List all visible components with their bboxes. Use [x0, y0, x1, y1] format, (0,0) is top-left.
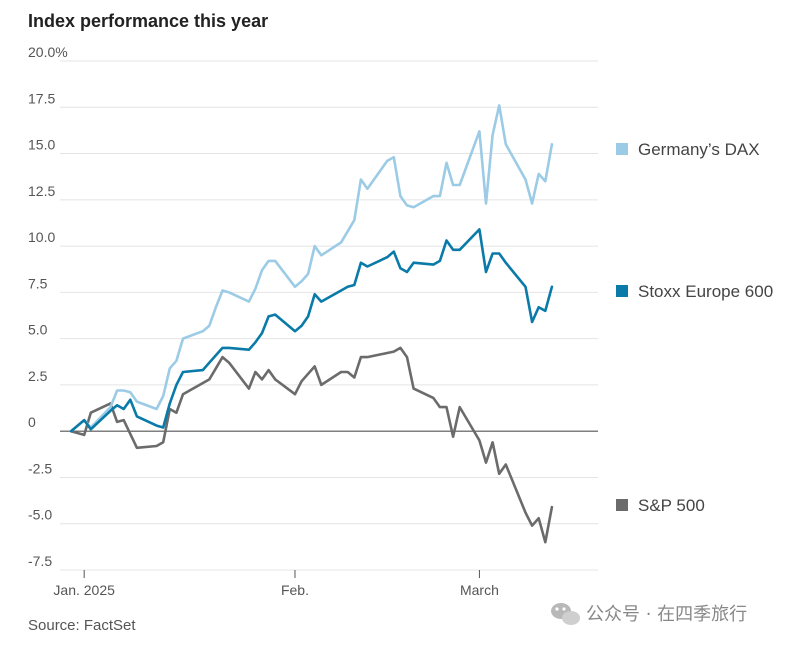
legend-swatch [616, 285, 628, 297]
legend: Germany’s DAX Stoxx Europe 600 S&P 500 [616, 140, 773, 515]
legend-swatch [616, 143, 628, 155]
series-lines [69, 104, 554, 544]
chart-title: Index performance this year [28, 11, 268, 31]
y-tick-label: 17.5 [28, 90, 55, 106]
y-tick-label: -2.5 [28, 460, 52, 476]
legend-label: Stoxx Europe 600 [638, 282, 773, 301]
legend-label: S&P 500 [638, 496, 705, 515]
y-tick-label: 0 [28, 414, 36, 430]
source-note: Source: FactSet [28, 617, 136, 634]
watermark: 公众号 · 在四季旅行 [551, 603, 747, 625]
y-tick-label: 12.5 [28, 183, 55, 199]
x-tick-label: Feb. [281, 582, 309, 598]
x-tick-label: March [460, 582, 499, 598]
y-tick-label: -5.0 [28, 507, 52, 523]
series-line-stoxx-europe-600 [69, 228, 554, 433]
series-line-s-p-500 [69, 346, 554, 544]
legend-swatch [616, 499, 628, 511]
wechat-logo-icon [551, 603, 580, 625]
gridlines [60, 60, 598, 571]
y-tick-label: 7.5 [28, 275, 48, 291]
y-axis-ticks: 20.0% 17.5 15.0 12.5 10.0 7.5 5.0 2.5 0 -2.5 -5.0 -… [28, 44, 68, 569]
series-line-germany-s-dax [69, 104, 554, 433]
y-tick-label: 15.0 [28, 137, 55, 153]
y-tick-label: 2.5 [28, 368, 48, 384]
y-tick-label: -7.5 [28, 553, 52, 569]
y-tick-label: 20.0% [28, 44, 68, 60]
legend-label: Germany’s DAX [638, 140, 760, 159]
y-tick-label: 10.0 [28, 229, 55, 245]
watermark-text: 公众号 · 在四季旅行 [586, 604, 747, 625]
y-tick-label: 5.0 [28, 322, 48, 338]
x-axis-ticks: Jan. 2025 Feb. March [53, 570, 499, 598]
x-tick-label: Jan. 2025 [53, 582, 115, 598]
